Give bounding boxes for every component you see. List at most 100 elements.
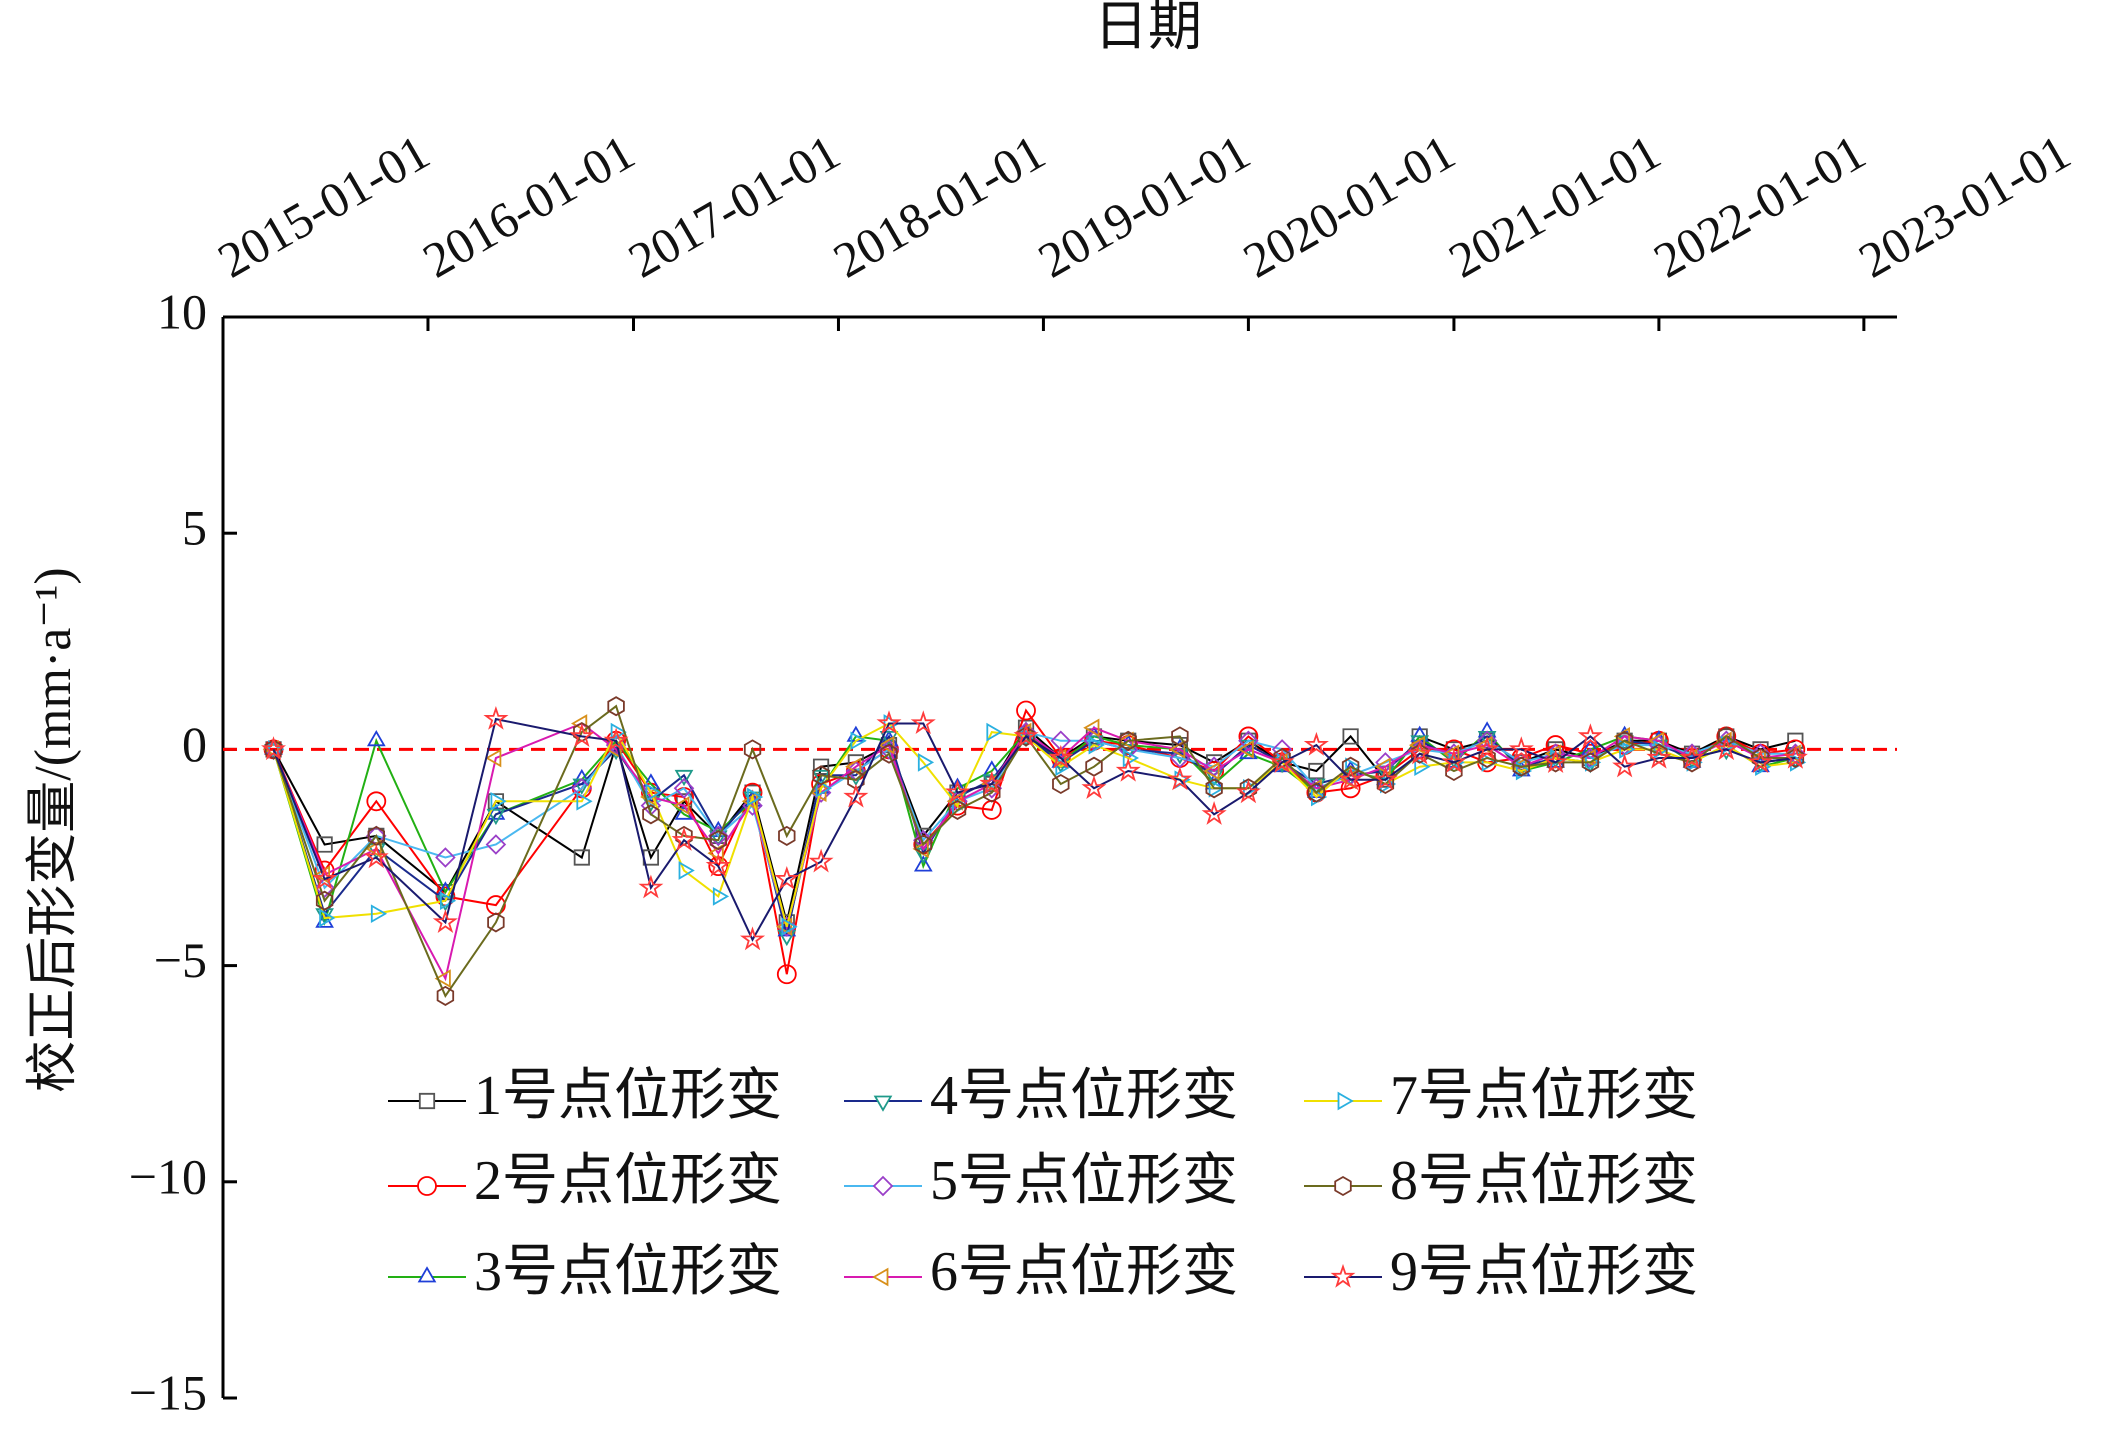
y-tick-label: −15 xyxy=(129,1364,207,1420)
data-point xyxy=(486,808,506,826)
data-point xyxy=(366,791,387,812)
x-tick-label: 2018-01-01 xyxy=(824,123,1054,288)
data-point xyxy=(914,834,932,855)
data-point xyxy=(1614,734,1635,756)
data-point xyxy=(432,909,458,933)
data-point xyxy=(607,696,625,717)
data-point xyxy=(1445,760,1463,782)
data-point xyxy=(1338,766,1364,791)
data-point xyxy=(569,723,595,748)
data-point xyxy=(316,836,333,853)
data-point xyxy=(1375,752,1396,773)
data-point xyxy=(811,769,831,787)
data-point xyxy=(910,710,936,735)
data-point xyxy=(712,887,730,906)
data-point xyxy=(487,793,505,810)
data-point xyxy=(880,743,898,764)
legend-label: 4号点位形变 xyxy=(930,1065,1238,1127)
data-point xyxy=(1081,775,1107,799)
legend-label: 6号点位形变 xyxy=(930,1241,1238,1303)
series-line xyxy=(272,717,1796,942)
data-point xyxy=(981,799,1002,820)
data-point xyxy=(673,796,690,815)
series-line xyxy=(272,722,1796,927)
data-point xyxy=(315,890,334,911)
data-point xyxy=(709,830,727,851)
data-point xyxy=(261,736,287,761)
legend-item: 9号点位形变 xyxy=(1304,1241,1698,1303)
data-point xyxy=(1542,749,1569,773)
data-point xyxy=(739,926,766,951)
data-point xyxy=(1508,736,1534,761)
legend-item: 6号点位形变 xyxy=(844,1241,1238,1303)
data-point xyxy=(440,891,457,911)
data-point xyxy=(1648,731,1665,751)
data-point xyxy=(948,799,967,820)
data-point xyxy=(1237,740,1254,759)
data-point xyxy=(674,769,694,787)
data-point xyxy=(1171,726,1189,747)
data-point xyxy=(483,705,509,730)
data-point xyxy=(1476,735,1493,755)
data-point xyxy=(850,731,867,751)
series-line xyxy=(272,734,1796,936)
data-point xyxy=(913,855,933,872)
data-point xyxy=(707,843,724,863)
data-point xyxy=(1013,723,1039,748)
data-point xyxy=(319,908,336,928)
data-point xyxy=(777,929,797,947)
data-point xyxy=(1050,730,1072,752)
data-point xyxy=(1407,740,1433,765)
data-point xyxy=(576,791,593,811)
y-tick-label: 0 xyxy=(182,716,207,772)
data-point xyxy=(776,917,793,937)
data-point xyxy=(312,865,338,890)
data-point xyxy=(1512,756,1530,777)
y-tick-label: 5 xyxy=(182,500,207,556)
data-point xyxy=(979,770,1005,795)
data-point xyxy=(1345,757,1362,777)
data-point xyxy=(673,778,695,799)
data-point xyxy=(781,917,798,937)
data-point xyxy=(1208,778,1225,798)
y-axis-label: 校正后形变量/(mm·a⁻¹) xyxy=(25,567,82,1092)
legend-label: 2号点位形变 xyxy=(474,1150,782,1212)
data-point xyxy=(435,847,456,868)
legend-item: 2号点位形变 xyxy=(388,1150,782,1212)
data-point xyxy=(1414,757,1431,777)
data-point xyxy=(573,849,590,866)
data-point xyxy=(1203,761,1220,781)
data-point xyxy=(603,727,629,752)
legend-marker xyxy=(873,1095,893,1112)
data-point xyxy=(1238,730,1259,752)
data-point xyxy=(1235,779,1261,804)
data-point xyxy=(1119,730,1137,751)
data-point xyxy=(486,895,506,915)
data-point xyxy=(1169,740,1186,759)
data-point xyxy=(640,787,657,807)
data-point xyxy=(983,782,1001,803)
data-point xyxy=(1205,778,1223,799)
data-point xyxy=(1747,749,1774,773)
data-point xyxy=(1122,748,1140,768)
y-tick-label: −10 xyxy=(129,1148,207,1204)
legend-marker xyxy=(418,1092,436,1110)
data-point xyxy=(1612,753,1638,778)
data-point xyxy=(843,783,869,808)
data-point xyxy=(1017,726,1035,747)
data-point xyxy=(1374,757,1391,777)
data-point xyxy=(363,844,389,869)
data-point xyxy=(743,739,762,760)
data-point xyxy=(1269,749,1295,773)
series xyxy=(261,705,1808,951)
legend-marker xyxy=(417,1266,437,1283)
data-point xyxy=(812,765,830,786)
data-point xyxy=(1372,766,1399,791)
data-point xyxy=(1786,747,1805,769)
data-point xyxy=(370,904,388,924)
data-point xyxy=(1167,766,1193,791)
data-point xyxy=(485,748,502,768)
legend-marker xyxy=(872,1175,894,1197)
x-tick-label: 2016-01-01 xyxy=(413,123,643,288)
